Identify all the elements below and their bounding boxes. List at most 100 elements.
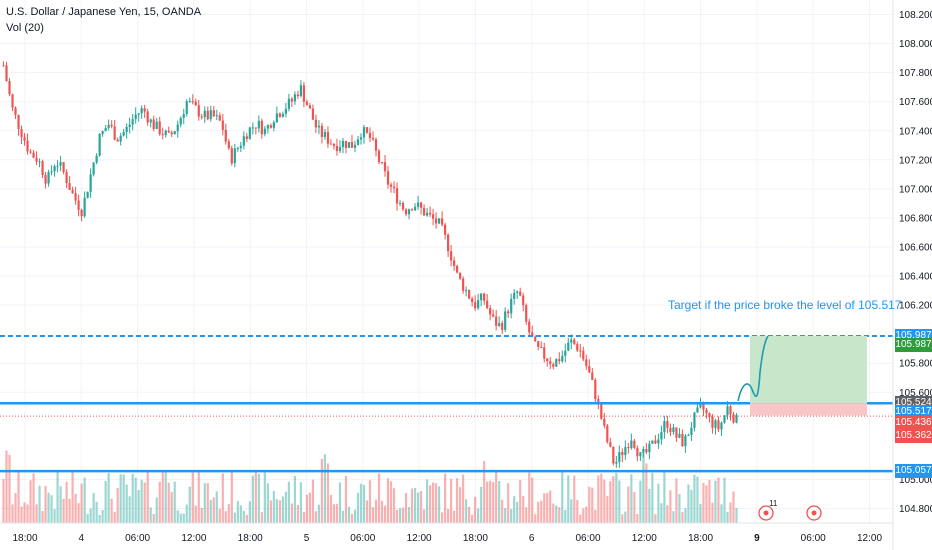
candle-body bbox=[717, 420, 720, 430]
candle-body bbox=[269, 125, 272, 128]
volume-bar bbox=[489, 480, 492, 523]
volume-bar bbox=[281, 496, 284, 523]
candles bbox=[2, 61, 738, 468]
candle-body bbox=[615, 461, 618, 464]
time-tick-label: 12:00 bbox=[181, 533, 206, 544]
volume-bar bbox=[444, 473, 447, 523]
candle-body bbox=[555, 359, 558, 367]
candle-body bbox=[206, 110, 209, 120]
candle-body bbox=[170, 132, 173, 135]
volume-bar bbox=[62, 498, 65, 523]
volume-bar bbox=[651, 472, 654, 523]
candle-body bbox=[200, 116, 203, 118]
volume-bar bbox=[299, 482, 303, 523]
candle-body bbox=[137, 113, 140, 115]
candle-body bbox=[236, 147, 239, 149]
volume-bar bbox=[453, 510, 456, 523]
candle-body bbox=[89, 174, 92, 192]
candle-body bbox=[95, 155, 98, 163]
candle-body bbox=[483, 293, 486, 301]
projection-curve bbox=[737, 335, 769, 402]
volume-bar bbox=[510, 508, 513, 523]
candle-body bbox=[341, 140, 345, 148]
candle-body bbox=[552, 364, 555, 367]
candle-body bbox=[543, 347, 546, 359]
candle-body bbox=[113, 126, 116, 140]
symbol-title: U.S. Dollar / Japanese Yen, 15, OANDA bbox=[6, 6, 202, 18]
candle-body bbox=[149, 119, 152, 123]
volume-bar bbox=[416, 492, 420, 523]
volume-bar bbox=[365, 500, 369, 523]
candle-body bbox=[639, 452, 642, 457]
candle-body bbox=[350, 142, 354, 148]
candle-body bbox=[633, 440, 636, 448]
volume-bar bbox=[194, 505, 197, 523]
candle-body bbox=[507, 311, 510, 314]
candle-body bbox=[218, 115, 221, 121]
volume-bar bbox=[185, 504, 188, 523]
candle-body bbox=[299, 85, 303, 97]
volume-bar bbox=[471, 514, 474, 523]
candle-body bbox=[125, 126, 128, 133]
candle-body bbox=[570, 339, 573, 343]
candle-body bbox=[197, 105, 200, 117]
volume-bar bbox=[212, 497, 215, 523]
volume-bar bbox=[486, 481, 489, 523]
time-tick-label: 06:00 bbox=[575, 533, 600, 544]
volume-bar bbox=[468, 506, 471, 523]
candle-body bbox=[20, 128, 23, 138]
volume-bar bbox=[537, 501, 540, 523]
volume-bar bbox=[146, 470, 149, 523]
candle-body bbox=[182, 114, 185, 118]
volume-bar bbox=[77, 503, 80, 523]
volume-bar bbox=[459, 487, 462, 523]
candle-body bbox=[410, 209, 414, 211]
candle-body bbox=[693, 412, 696, 428]
volume-bar bbox=[257, 473, 260, 523]
candle-body bbox=[311, 108, 315, 120]
volume-bar bbox=[200, 507, 203, 523]
candle-body bbox=[648, 443, 651, 453]
event-marker-count: 11 bbox=[769, 499, 778, 508]
time-tick-label: 06:00 bbox=[350, 533, 375, 544]
volume-bar bbox=[627, 486, 630, 523]
volume-bar bbox=[131, 473, 134, 523]
volume-bar bbox=[534, 514, 537, 523]
candle-body bbox=[23, 137, 26, 141]
volume-bar bbox=[74, 493, 77, 523]
candle-body bbox=[107, 124, 110, 129]
candle-body bbox=[176, 124, 179, 132]
candle-body bbox=[152, 119, 155, 129]
volume-bar bbox=[428, 485, 432, 523]
candle-body bbox=[248, 127, 251, 139]
candle-body bbox=[80, 209, 83, 217]
volume-bar bbox=[191, 472, 194, 523]
candle-body bbox=[627, 447, 630, 449]
volume-bar bbox=[65, 481, 68, 523]
candle-body bbox=[588, 366, 591, 373]
volume-bar bbox=[696, 476, 699, 523]
candle-body bbox=[110, 124, 113, 127]
volume-bar bbox=[203, 483, 206, 523]
candle-body bbox=[422, 207, 426, 216]
time-tick-label: 9 bbox=[754, 533, 760, 544]
volume-bar bbox=[326, 463, 330, 523]
volume-bar bbox=[549, 490, 552, 523]
candle-body bbox=[203, 110, 206, 118]
candle-body bbox=[416, 202, 420, 207]
volume-bar bbox=[456, 478, 459, 523]
candle-body bbox=[251, 127, 254, 129]
candle-body bbox=[428, 212, 432, 215]
candle-body bbox=[474, 302, 477, 309]
price-badge: 105.362 bbox=[895, 428, 932, 443]
volume-bar bbox=[311, 479, 315, 523]
candle-body bbox=[128, 124, 131, 127]
volume-bar bbox=[666, 505, 669, 523]
candle-body bbox=[492, 314, 495, 317]
target-annotation: Target if the price broke the level of 1… bbox=[668, 298, 902, 312]
volume-bar bbox=[398, 508, 402, 523]
volume-bar bbox=[140, 479, 143, 523]
candle-body bbox=[185, 101, 188, 115]
candle-body bbox=[104, 128, 107, 132]
